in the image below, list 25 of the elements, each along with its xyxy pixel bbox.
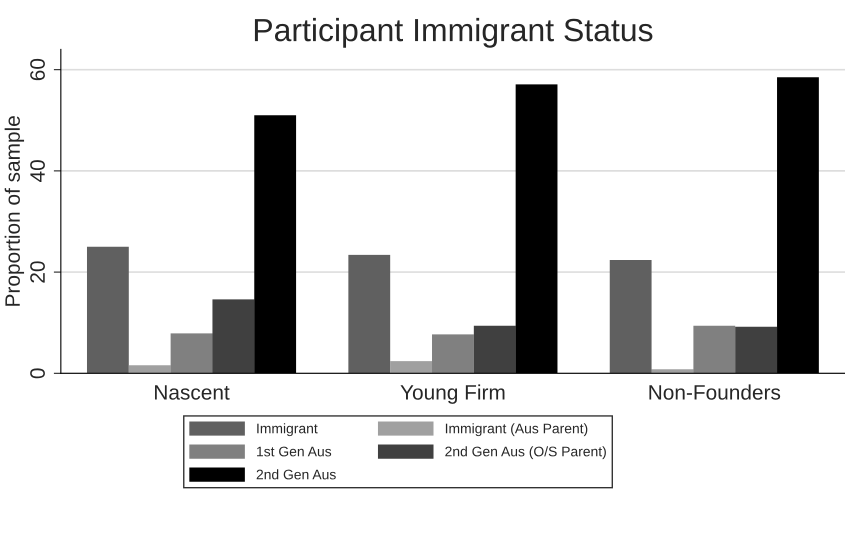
chart-title: Participant Immigrant Status: [254, 18, 652, 48]
bar: [86, 246, 129, 374]
bar: [128, 365, 171, 374]
y-tick-label: 40: [30, 160, 45, 182]
bar: [432, 334, 474, 374]
legend-label: 2nd Gen Aus (O/S Parent): [445, 446, 606, 460]
bar: [170, 333, 212, 374]
y-tick-label: 0: [30, 368, 45, 378]
legend-label: 2nd Gen Aus: [256, 469, 336, 480]
bar: [474, 326, 516, 374]
bar: [348, 254, 390, 374]
y-tick-label: 60: [30, 58, 45, 80]
y-tick-label: 20: [30, 261, 45, 283]
x-tick-label: Young Firm: [400, 384, 504, 404]
y-axis-title: Proportion of sample: [4, 116, 24, 306]
x-tick-label: Nascent: [155, 385, 230, 400]
legend-label: 1st Gen Aus: [257, 446, 332, 456]
legend-label: Immigrant: [257, 423, 318, 436]
legend-label: Immigrant (Aus Parent): [446, 423, 588, 436]
x-tick-label: Non-Founders: [649, 384, 780, 400]
bar: [693, 326, 736, 374]
bar: [735, 326, 778, 374]
bar: [212, 299, 254, 374]
bar: [610, 260, 652, 374]
bar: [390, 361, 432, 374]
